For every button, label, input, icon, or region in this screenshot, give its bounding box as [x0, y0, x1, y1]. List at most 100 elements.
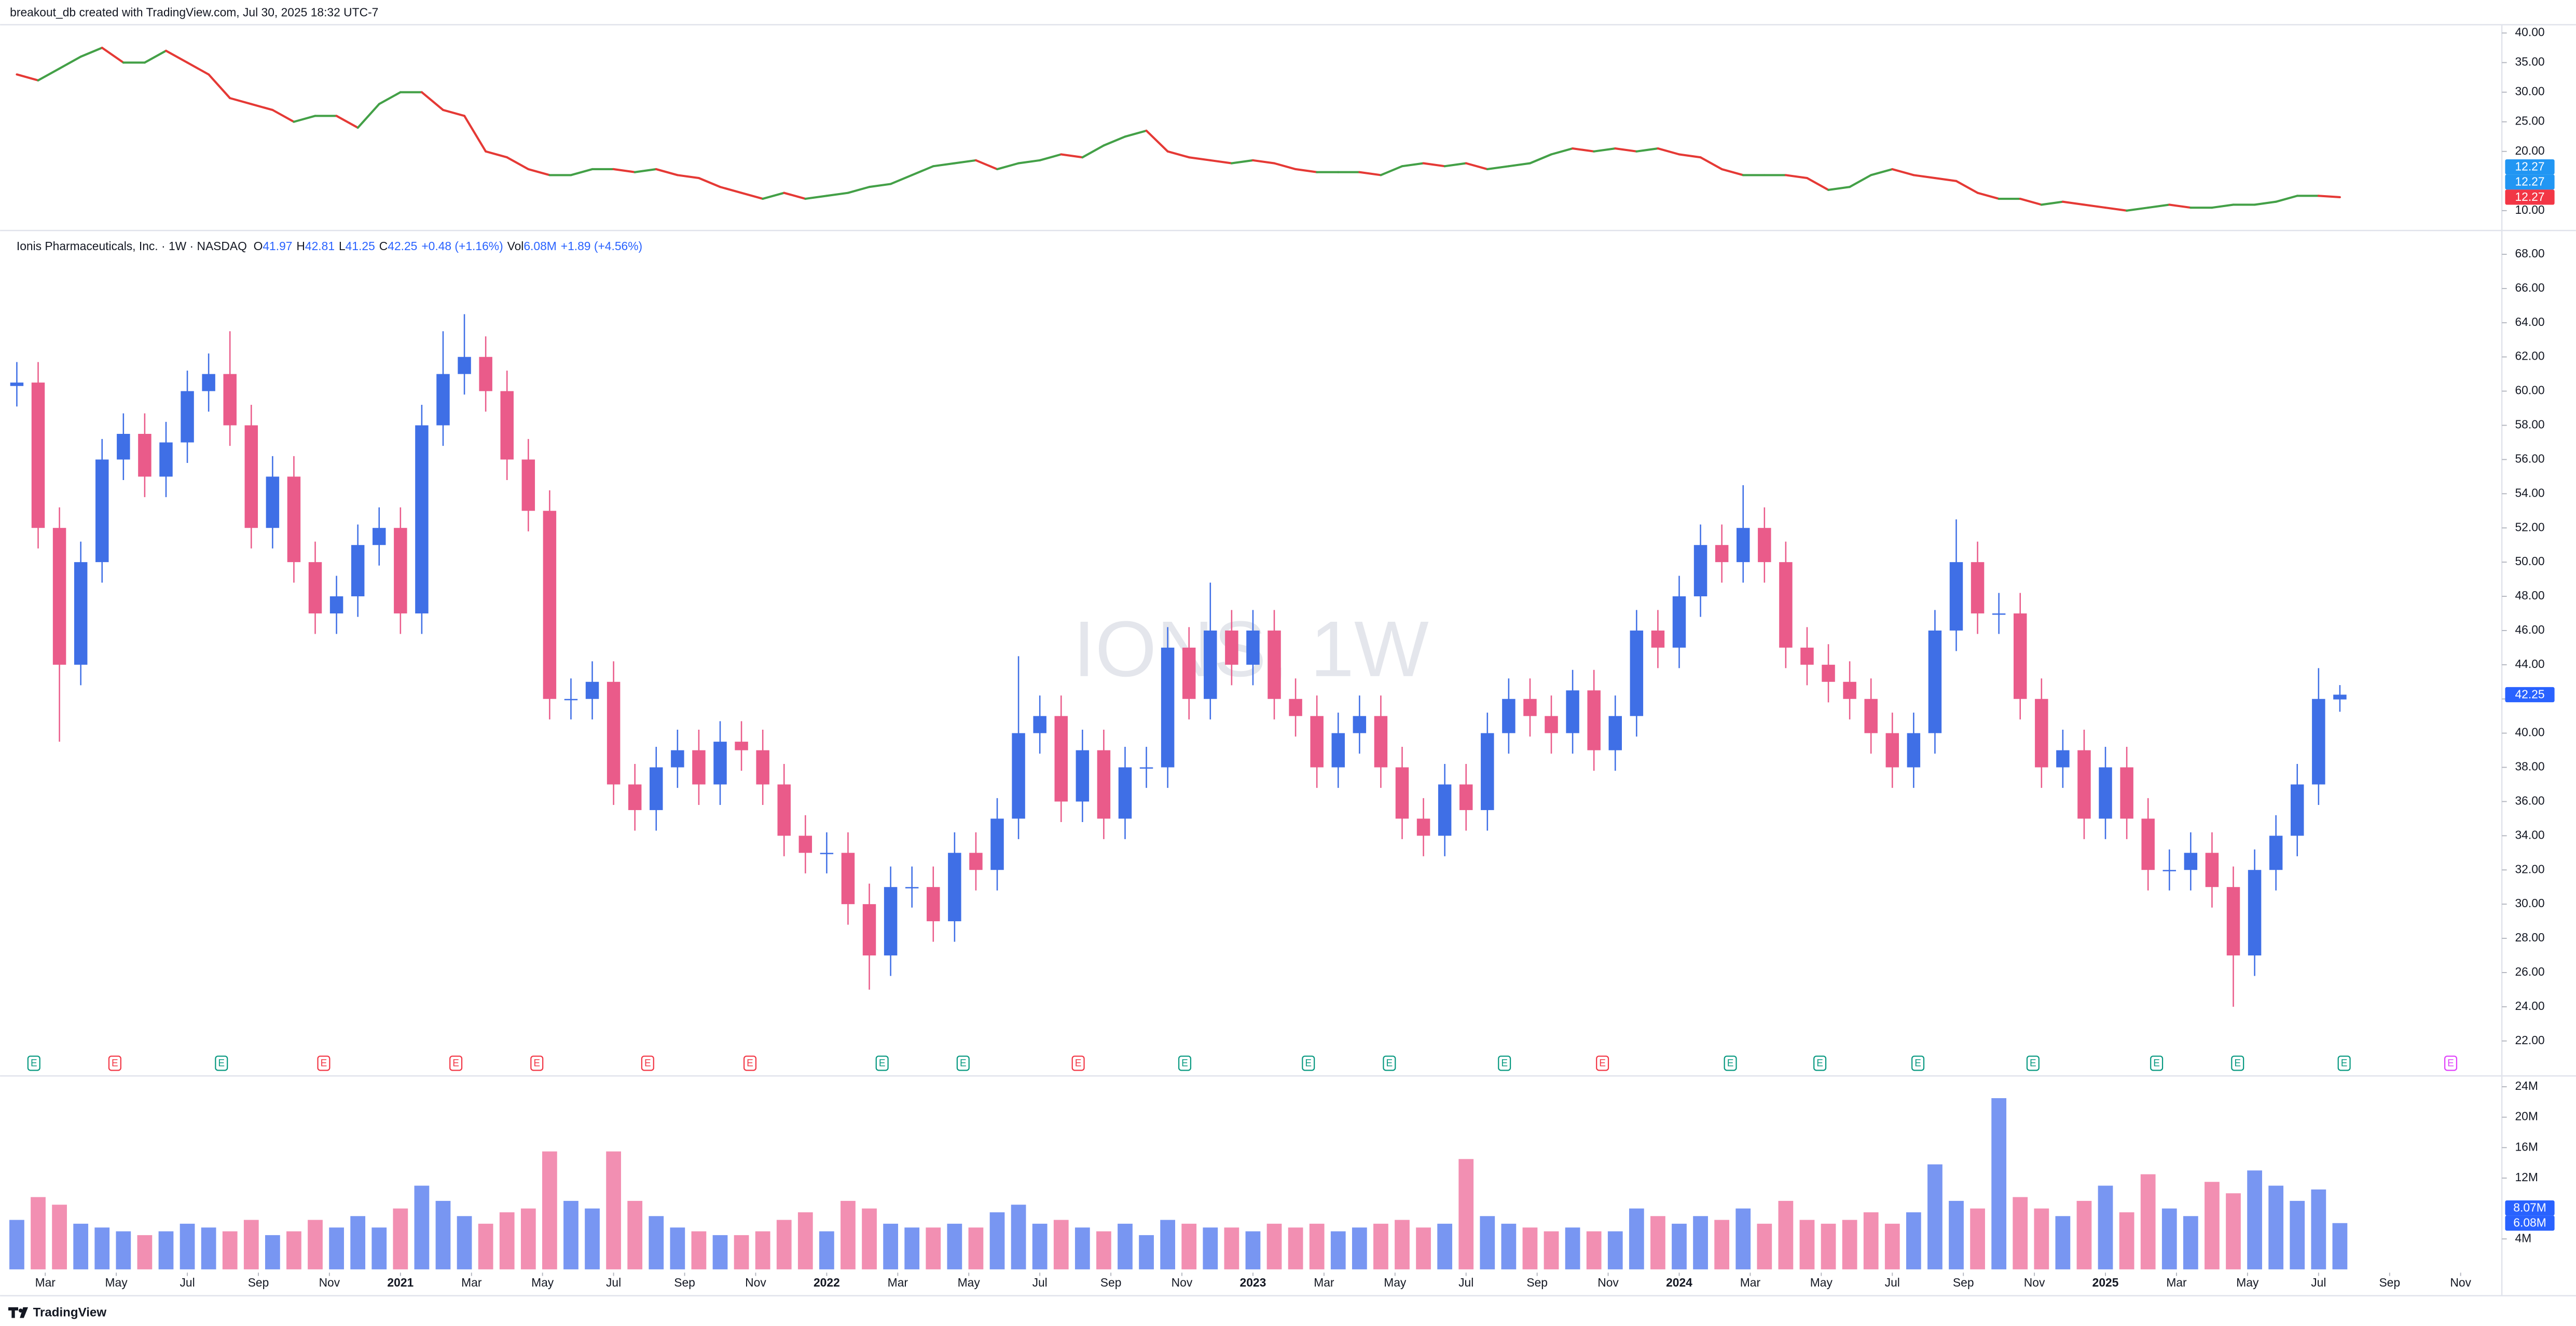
- volume-bar: [1757, 1223, 1772, 1269]
- volume-bar: [2290, 1200, 2305, 1269]
- volume-bar: [1714, 1220, 1730, 1269]
- volume-bar: [2013, 1197, 2028, 1269]
- x-tick-label: Mar: [888, 1276, 908, 1289]
- indicator-segment: [335, 115, 359, 129]
- indicator-segment: [442, 108, 466, 117]
- indicator-segment: [186, 61, 210, 76]
- volume-bar: [1352, 1227, 1367, 1269]
- indicator-segment: [2275, 195, 2298, 203]
- volume-bar: [1970, 1208, 1985, 1269]
- candle-body: [1054, 716, 1068, 802]
- y-tick-label: 50.00: [2515, 554, 2544, 568]
- indicator-segment: [1720, 168, 1744, 176]
- price-tag: 42.25: [2515, 687, 2544, 701]
- candle-body: [202, 374, 215, 391]
- earnings-marker: [1071, 1055, 1085, 1071]
- volume-bar: [1075, 1227, 1090, 1269]
- candle-body: [1012, 733, 1025, 819]
- candle-body: [990, 818, 1004, 870]
- volume-bar: [947, 1223, 962, 1269]
- candle-body: [1523, 699, 1537, 716]
- candle-body: [969, 853, 983, 870]
- candle-body: [1353, 716, 1367, 733]
- indicator-segment: [2211, 203, 2235, 209]
- indicator-segment: [1635, 147, 1659, 153]
- indicator-segment: [1912, 174, 1936, 180]
- candle-body: [351, 545, 365, 597]
- candle-body: [458, 357, 471, 374]
- volume-bar: [222, 1231, 238, 1269]
- volume-bar: [2183, 1216, 2198, 1269]
- volume-bar: [1650, 1216, 1665, 1269]
- indicator-segment: [1934, 177, 1958, 182]
- volume-bar: [1607, 1231, 1623, 1269]
- volume-bar: [1288, 1227, 1303, 1269]
- y-tick-label: 38.00: [2515, 760, 2544, 773]
- x-tick-label: May: [1810, 1276, 1833, 1289]
- y-tick-label: 35.00: [2515, 55, 2544, 69]
- volume-bar: [2247, 1170, 2262, 1269]
- candle-body: [756, 750, 769, 785]
- indicator-segment: [697, 177, 722, 188]
- volume-bar: [329, 1227, 344, 1269]
- volume-bar: [2226, 1193, 2241, 1269]
- candle-body: [244, 425, 258, 528]
- candle-body: [1864, 699, 1878, 733]
- candle-body: [138, 433, 151, 477]
- candle-body: [777, 784, 791, 836]
- indicator-segment: [506, 156, 530, 171]
- indicator-segment: [2168, 203, 2192, 209]
- volume-bar: [926, 1227, 941, 1269]
- earnings-label: E: [2030, 1058, 2036, 1069]
- volume-bar: [776, 1220, 792, 1269]
- indicator-segment: [2147, 203, 2171, 209]
- candle-body: [2099, 767, 2112, 819]
- indicator-segment: [762, 192, 786, 200]
- volume-bar: [1693, 1216, 1708, 1269]
- volume-bar: [627, 1200, 643, 1269]
- volume-bar: [2205, 1182, 2220, 1269]
- volume-bar: [1821, 1223, 1836, 1269]
- earnings-marker: [1302, 1055, 1315, 1071]
- legend-change: +1.89 (+4.56%): [561, 239, 642, 253]
- volume-bar: [371, 1227, 387, 1269]
- candle-body: [1161, 647, 1175, 768]
- indicator-segment: [1251, 159, 1276, 165]
- indicator-segment: [1273, 162, 1297, 171]
- candle-body: [1182, 647, 1196, 699]
- volume-bar: [1522, 1227, 1538, 1269]
- y-tick-label: 12M: [2515, 1170, 2538, 1184]
- indicator-segment: [953, 159, 977, 165]
- last-value-tag-box: [2505, 159, 2555, 175]
- indicator-segment: [1358, 171, 1382, 176]
- indicator-segment: [1017, 159, 1041, 165]
- indicator-segment: [1039, 153, 1063, 161]
- indicator-segment: [1849, 174, 1872, 188]
- candle-body: [1225, 630, 1238, 665]
- candle-body: [181, 391, 194, 443]
- volume-tag-box: [2505, 1215, 2555, 1231]
- earnings-marker: [1813, 1055, 1827, 1071]
- legend-key: C: [379, 239, 388, 253]
- indicator-segment: [463, 115, 487, 153]
- volume-bar: [670, 1227, 685, 1269]
- candle-body: [1822, 664, 1835, 682]
- candle-body: [479, 357, 492, 391]
- candle-body: [308, 562, 322, 613]
- candle-body: [1971, 562, 1985, 613]
- earnings-marker: [215, 1055, 228, 1071]
- volume-bar: [2055, 1216, 2071, 1269]
- indicator-segment: [911, 165, 934, 176]
- indicator-segment: [1657, 147, 1680, 156]
- volume-bar: [2161, 1208, 2177, 1269]
- candle-body: [521, 459, 535, 511]
- volume-bar: [478, 1223, 493, 1269]
- indicator-segment: [1699, 156, 1723, 171]
- earnings-label: E: [644, 1058, 651, 1069]
- earnings-label: E: [1305, 1058, 1312, 1069]
- indicator-segment: [1103, 135, 1126, 147]
- volume-bar: [1160, 1220, 1176, 1269]
- x-tick-label: Sep: [2379, 1276, 2400, 1289]
- indicator-segment: [1806, 177, 1830, 191]
- indicator-segment: [1528, 153, 1553, 165]
